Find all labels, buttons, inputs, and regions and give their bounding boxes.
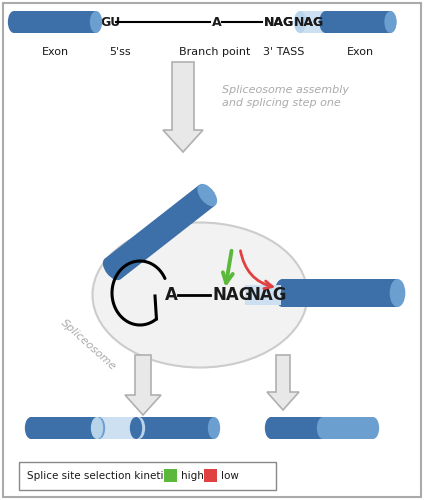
Text: NAG: NAG xyxy=(212,286,253,304)
FancyBboxPatch shape xyxy=(19,462,276,490)
Text: Exon: Exon xyxy=(346,47,374,57)
Text: Splice site selection kinetics:: Splice site selection kinetics: xyxy=(27,471,179,481)
Ellipse shape xyxy=(92,222,307,368)
Text: 3' TASS: 3' TASS xyxy=(263,47,305,57)
Bar xyxy=(31,417,99,439)
Polygon shape xyxy=(163,62,203,152)
Text: A: A xyxy=(165,286,178,304)
Ellipse shape xyxy=(8,11,20,33)
Bar xyxy=(323,417,373,439)
Text: high: high xyxy=(181,471,204,481)
Ellipse shape xyxy=(317,417,329,439)
Ellipse shape xyxy=(265,417,277,439)
Text: NAG: NAG xyxy=(264,16,294,30)
Text: GU: GU xyxy=(100,16,120,30)
Bar xyxy=(326,11,391,33)
Text: A: A xyxy=(212,16,222,30)
Ellipse shape xyxy=(275,279,290,307)
Text: low: low xyxy=(221,471,239,481)
Text: NAG: NAG xyxy=(264,16,294,30)
Ellipse shape xyxy=(390,279,405,307)
Text: Branch point: Branch point xyxy=(179,47,251,57)
Text: NAG: NAG xyxy=(294,16,324,30)
Polygon shape xyxy=(125,355,161,415)
Ellipse shape xyxy=(91,417,103,439)
Ellipse shape xyxy=(93,417,105,439)
Ellipse shape xyxy=(208,417,220,439)
Ellipse shape xyxy=(319,11,332,33)
Bar xyxy=(14,11,96,33)
Bar xyxy=(271,417,343,439)
Ellipse shape xyxy=(103,258,123,280)
Text: NAG: NAG xyxy=(294,16,324,30)
Ellipse shape xyxy=(384,11,397,33)
Bar xyxy=(105,185,215,279)
Ellipse shape xyxy=(90,11,102,33)
Bar xyxy=(164,469,177,482)
Polygon shape xyxy=(267,355,299,410)
Text: NAG: NAG xyxy=(246,286,287,304)
Ellipse shape xyxy=(367,417,379,439)
Text: Spliceosome assembly
and splicing step one: Spliceosome assembly and splicing step o… xyxy=(222,85,349,108)
Text: Exon: Exon xyxy=(42,47,69,57)
Ellipse shape xyxy=(198,184,217,206)
Ellipse shape xyxy=(337,417,349,439)
Ellipse shape xyxy=(294,11,306,33)
Ellipse shape xyxy=(133,417,145,439)
Bar xyxy=(97,417,139,439)
Ellipse shape xyxy=(384,11,396,33)
Bar xyxy=(282,279,398,307)
Bar xyxy=(204,469,217,482)
Text: 5'ss: 5'ss xyxy=(109,47,131,57)
Text: Spliceosome: Spliceosome xyxy=(59,318,117,372)
Bar xyxy=(300,11,390,33)
Bar xyxy=(136,417,214,439)
FancyBboxPatch shape xyxy=(245,285,281,305)
Ellipse shape xyxy=(130,417,142,439)
Ellipse shape xyxy=(25,417,37,439)
